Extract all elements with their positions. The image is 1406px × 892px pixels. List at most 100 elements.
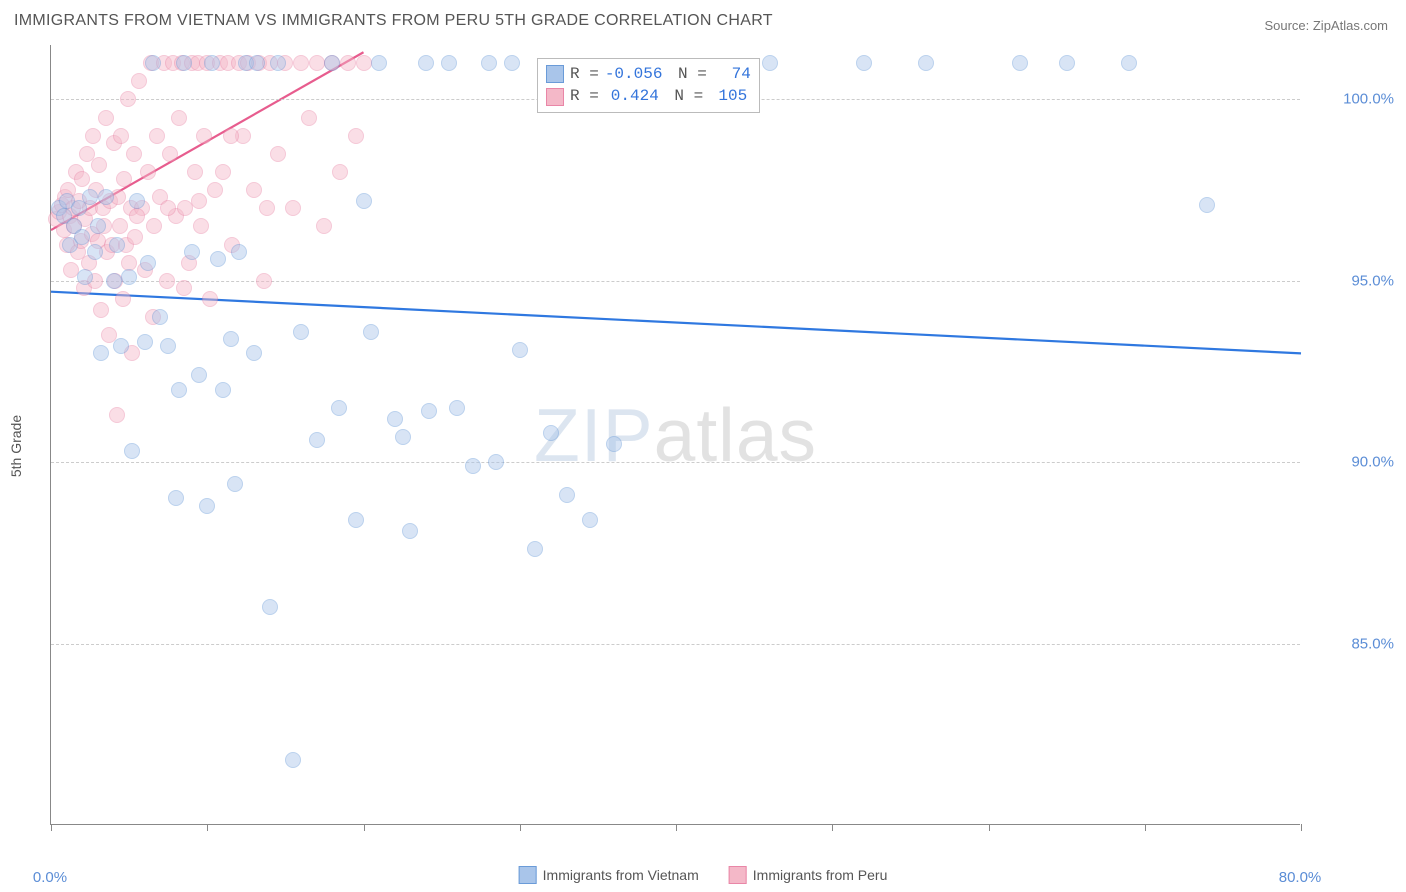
stats-r-value: 0.424 (605, 85, 659, 107)
scatter-marker (124, 443, 140, 459)
scatter-marker (126, 146, 142, 162)
scatter-marker (171, 110, 187, 126)
scatter-marker (149, 128, 165, 144)
scatter-marker (191, 367, 207, 383)
scatter-marker (109, 237, 125, 253)
stats-r-label: R = (570, 63, 599, 85)
scatter-marker (1012, 55, 1028, 71)
scatter-marker (129, 193, 145, 209)
scatter-marker (90, 218, 106, 234)
scatter-marker (918, 55, 934, 71)
scatter-marker (160, 200, 176, 216)
scatter-marker (137, 334, 153, 350)
x-tick-mark (1301, 824, 1302, 831)
scatter-marker (162, 146, 178, 162)
scatter-marker (316, 218, 332, 234)
scatter-marker (309, 55, 325, 71)
scatter-marker (98, 110, 114, 126)
scatter-marker (270, 146, 286, 162)
scatter-marker (112, 218, 128, 234)
scatter-marker (168, 490, 184, 506)
gridline (51, 281, 1300, 282)
scatter-marker (488, 454, 504, 470)
scatter-marker (1199, 197, 1215, 213)
scatter-marker (176, 280, 192, 296)
scatter-marker (421, 403, 437, 419)
scatter-marker (77, 269, 93, 285)
x-tick-mark (51, 824, 52, 831)
x-tick-mark (676, 824, 677, 831)
scatter-marker (504, 55, 520, 71)
scatter-marker (340, 55, 356, 71)
gridline (51, 644, 1300, 645)
scatter-marker (332, 164, 348, 180)
legend-item-vietnam: Immigrants from Vietnam (519, 866, 699, 884)
scatter-marker (131, 73, 147, 89)
scatter-marker (449, 400, 465, 416)
scatter-marker (481, 55, 497, 71)
scatter-marker (74, 171, 90, 187)
stats-legend: R =-0.056 N =74R =0.424 N =105 (537, 58, 760, 113)
scatter-marker (441, 55, 457, 71)
svg-layer (51, 45, 1300, 824)
y-tick-label: 90.0% (1351, 454, 1394, 471)
scatter-marker (140, 164, 156, 180)
scatter-marker (215, 382, 231, 398)
scatter-marker (82, 189, 98, 205)
x-tick-mark (989, 824, 990, 831)
scatter-marker (159, 273, 175, 289)
y-axis-title: 5th Grade (8, 415, 24, 477)
scatter-marker (856, 55, 872, 71)
trendline (51, 292, 1301, 354)
scatter-marker (109, 407, 125, 423)
scatter-marker (115, 291, 131, 307)
scatter-marker (106, 273, 122, 289)
scatter-marker (293, 55, 309, 71)
scatter-marker (207, 182, 223, 198)
scatter-marker (293, 324, 309, 340)
scatter-marker (309, 432, 325, 448)
stats-row: R =-0.056 N =74 (546, 63, 751, 85)
plot-area: ZIPatlas (50, 45, 1300, 825)
stats-swatch (546, 65, 564, 83)
scatter-marker (140, 255, 156, 271)
scatter-marker (249, 55, 265, 71)
scatter-marker (418, 55, 434, 71)
scatter-marker (262, 599, 278, 615)
scatter-marker (113, 338, 129, 354)
bottom-legend: Immigrants from Vietnam Immigrants from … (519, 866, 888, 884)
x-tick-mark (520, 824, 521, 831)
scatter-marker (171, 382, 187, 398)
stats-n-label: N = (665, 85, 703, 107)
scatter-marker (301, 110, 317, 126)
stats-n-value: 74 (713, 63, 751, 85)
scatter-marker (91, 157, 107, 173)
scatter-marker (93, 345, 109, 361)
scatter-marker (559, 487, 575, 503)
scatter-marker (256, 273, 272, 289)
scatter-marker (199, 498, 215, 514)
scatter-marker (210, 251, 226, 267)
scatter-marker (606, 436, 622, 452)
legend-label-peru: Immigrants from Peru (753, 867, 888, 883)
scatter-marker (85, 128, 101, 144)
x-tick-label: 0.0% (33, 869, 67, 886)
scatter-marker (582, 512, 598, 528)
scatter-marker (356, 55, 372, 71)
scatter-marker (160, 338, 176, 354)
scatter-marker (348, 128, 364, 144)
scatter-marker (543, 425, 559, 441)
scatter-marker (223, 331, 239, 347)
scatter-marker (348, 512, 364, 528)
scatter-marker (1121, 55, 1137, 71)
x-tick-label: 80.0% (1279, 869, 1322, 886)
scatter-marker (246, 345, 262, 361)
y-tick-label: 95.0% (1351, 272, 1394, 289)
x-tick-mark (1145, 824, 1146, 831)
legend-label-vietnam: Immigrants from Vietnam (543, 867, 699, 883)
legend-swatch-peru (729, 866, 747, 884)
scatter-marker (270, 55, 286, 71)
x-tick-mark (364, 824, 365, 831)
stats-row: R =0.424 N =105 (546, 85, 751, 107)
scatter-marker (93, 302, 109, 318)
